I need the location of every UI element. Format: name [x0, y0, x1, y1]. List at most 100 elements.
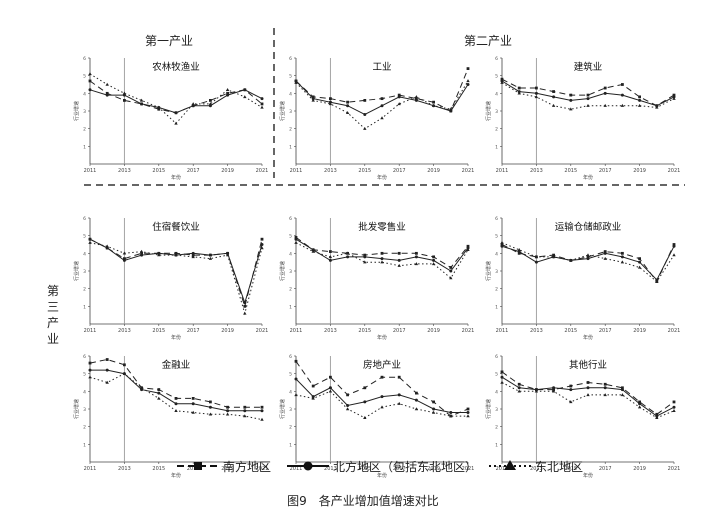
- y-tick-label: 6: [495, 216, 498, 222]
- data-point-square: [500, 77, 504, 81]
- data-point-circle: [552, 95, 556, 99]
- series-line-0: [501, 244, 675, 283]
- data-point-triangle: [534, 95, 539, 99]
- y-tick-label: 2: [289, 127, 292, 133]
- data-point-circle: [466, 83, 470, 86]
- y-tick-label: 4: [83, 251, 86, 257]
- data-point-circle: [191, 251, 195, 255]
- y-tick-label: 3: [495, 407, 498, 413]
- y-axis-label: 行业增速: [279, 399, 286, 419]
- data-point-triangle: [586, 253, 590, 257]
- data-point-triangle: [105, 82, 109, 86]
- data-point-circle: [294, 237, 298, 241]
- data-point-square: [517, 382, 521, 386]
- data-point-square: [638, 95, 641, 99]
- series-line-0: [89, 238, 263, 309]
- chart-title: 农林牧渔业: [152, 61, 200, 73]
- x-tick-label: 2015: [358, 328, 371, 334]
- x-tick-label: 2021: [462, 328, 475, 334]
- data-point-circle: [328, 386, 332, 390]
- data-point-square: [363, 99, 367, 102]
- series-line-0: [89, 80, 263, 114]
- data-point-triangle: [397, 102, 401, 106]
- data-point-square: [432, 255, 435, 259]
- y-tick-label: 2: [495, 287, 498, 293]
- data-point-triangle: [157, 396, 161, 400]
- legend-swatch-dotted-triangle: [489, 460, 531, 470]
- x-tick-label: 2017: [599, 328, 612, 334]
- data-point-square: [123, 99, 126, 102]
- data-point-square: [552, 90, 555, 93]
- data-point-triangle: [225, 253, 230, 257]
- data-point-circle: [500, 375, 504, 379]
- data-point-square: [621, 386, 624, 390]
- x-tick-label: 2019: [427, 168, 440, 174]
- data-point-square: [603, 382, 607, 386]
- data-point-triangle: [157, 253, 161, 257]
- data-point-triangle: [449, 414, 453, 418]
- data-point-triangle: [672, 96, 676, 100]
- x-axis-label: 年份: [171, 334, 181, 341]
- data-point-circle: [363, 255, 367, 259]
- data-point-triangle: [294, 80, 298, 84]
- data-point-triangle: [414, 262, 419, 266]
- data-point-triangle: [551, 255, 556, 259]
- data-point-triangle: [603, 393, 607, 397]
- data-point-triangle: [414, 95, 419, 99]
- y-tick-label: 3: [495, 269, 498, 275]
- x-tick-label: 2011: [84, 466, 97, 472]
- data-point-square: [226, 405, 229, 409]
- y-axis-label: 行业增速: [73, 101, 80, 121]
- x-tick-label: 2013: [324, 168, 337, 174]
- data-point-triangle: [328, 255, 333, 259]
- x-tick-label: 2011: [496, 168, 509, 174]
- x-tick-label: 2019: [221, 168, 234, 174]
- data-point-square: [569, 384, 573, 388]
- data-point-circle: [586, 257, 590, 261]
- data-point-triangle: [397, 263, 401, 267]
- y-tick-label: 6: [83, 354, 86, 360]
- data-point-circle: [363, 113, 367, 117]
- series-line-1: [89, 238, 263, 305]
- y-tick-label: 5: [83, 372, 86, 378]
- chart-panel-3: 1 2 3 4 5 6 2011 2013 2015 2017 2019 2021 年份 行业增速 住宿餐饮…: [73, 216, 268, 341]
- y-tick-label: 5: [495, 372, 498, 378]
- x-axis-label: 年份: [377, 334, 387, 341]
- data-point-square: [621, 251, 624, 255]
- data-point-square: [517, 251, 521, 255]
- data-point-square: [363, 386, 367, 390]
- data-point-triangle: [655, 105, 659, 109]
- data-point-square: [294, 236, 298, 239]
- data-point-square: [260, 237, 264, 241]
- data-point-triangle: [122, 91, 127, 95]
- data-point-square: [500, 370, 504, 374]
- chart-title: 运输仓储邮政业: [555, 221, 622, 233]
- data-point-circle: [191, 402, 195, 406]
- data-point-circle: [603, 251, 607, 255]
- data-point-circle: [243, 409, 247, 413]
- data-point-triangle: [586, 103, 590, 107]
- data-point-circle: [603, 91, 607, 95]
- x-tick-label: 2015: [564, 328, 577, 334]
- data-point-triangle: [88, 240, 92, 244]
- x-tick-label: 2013: [530, 466, 543, 472]
- x-tick-label: 2013: [118, 168, 131, 174]
- data-point-square: [500, 243, 504, 246]
- data-point-triangle: [500, 80, 504, 84]
- data-point-triangle: [139, 98, 144, 102]
- data-point-triangle: [517, 91, 521, 95]
- data-point-square: [380, 375, 384, 379]
- data-point-triangle: [586, 393, 590, 397]
- data-point-circle: [226, 409, 230, 413]
- data-point-square: [517, 86, 521, 90]
- y-tick-label: 3: [289, 269, 292, 275]
- y-tick-label: 6: [83, 56, 86, 62]
- data-point-circle: [534, 260, 538, 264]
- data-point-circle: [603, 386, 607, 390]
- x-axis-label: 年份: [583, 472, 593, 479]
- data-point-circle: [414, 398, 418, 402]
- data-point-square: [380, 251, 384, 255]
- data-point-circle: [397, 258, 401, 262]
- x-tick-label: 2011: [496, 328, 509, 334]
- data-point-circle: [397, 393, 401, 397]
